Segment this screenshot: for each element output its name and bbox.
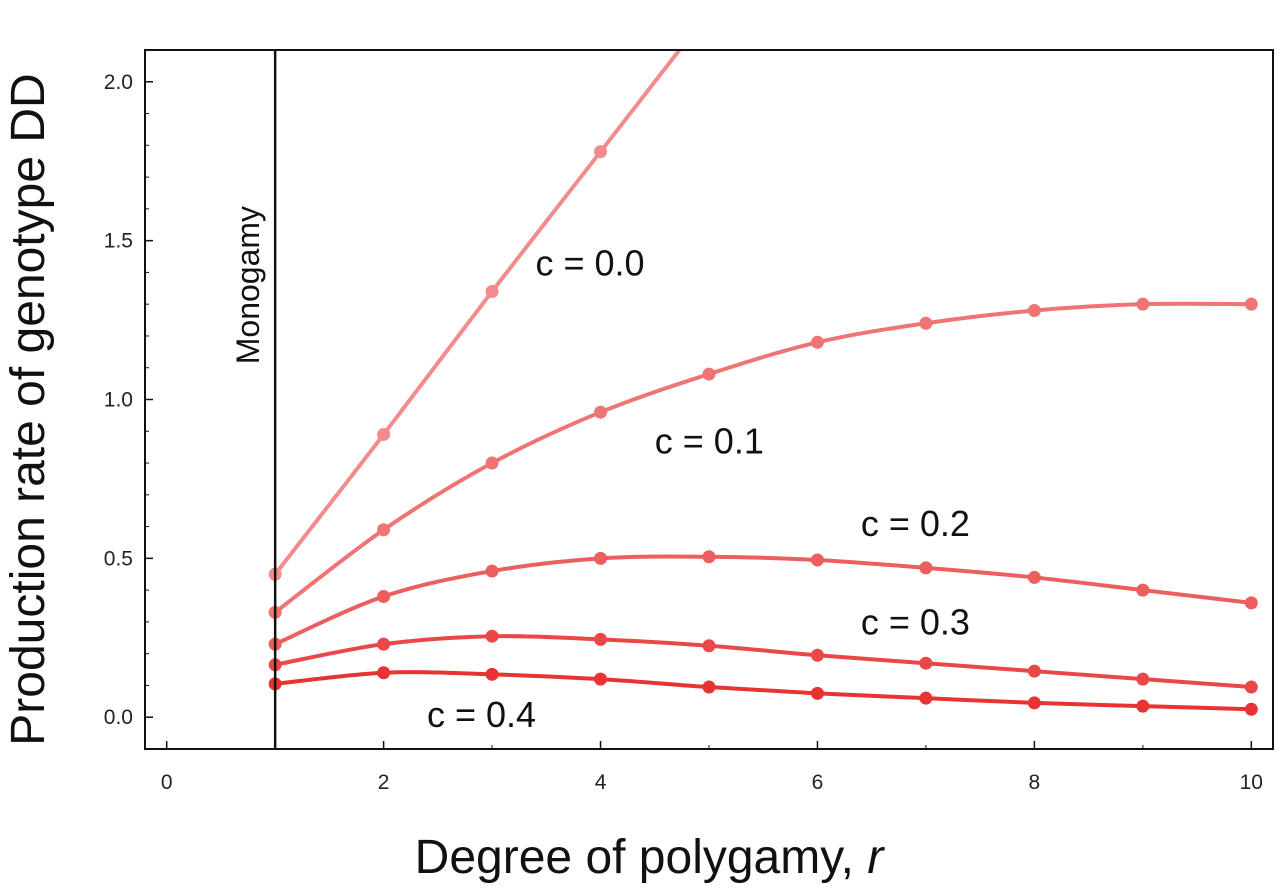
y-tick-label: 0.5 [104, 547, 133, 570]
data-point [1136, 699, 1150, 713]
data-point [594, 672, 608, 686]
y-axis: 0.0 0.5 1.0 1.5 2.0 [104, 71, 153, 729]
series-c-0-0 [268, 50, 682, 581]
data-point [485, 667, 499, 681]
x-tick-label: 2 [378, 771, 390, 794]
data-point [1027, 664, 1041, 678]
series-annotation: c = 0.2 [861, 503, 970, 544]
x-tick-label: 10 [1240, 771, 1263, 794]
x-axis: 0 2 4 6 8 10 [161, 741, 1263, 794]
series-annotation: c = 0.3 [861, 602, 970, 643]
data-point [1136, 297, 1150, 311]
data-point [1244, 596, 1258, 610]
x-tick-label: 4 [595, 771, 607, 794]
data-point [377, 637, 391, 651]
series-line [273, 301, 1254, 615]
x-tick-label: 0 [161, 771, 173, 794]
series-line [273, 634, 1254, 690]
x-tick-label: 8 [1029, 771, 1041, 794]
data-point [377, 427, 391, 441]
data-point [919, 656, 933, 670]
data-point [1136, 583, 1150, 597]
data-point [810, 686, 824, 700]
series-line [273, 554, 1254, 647]
data-point [485, 284, 499, 298]
y-tick-label: 0.0 [104, 706, 133, 729]
series-c-0-3 [268, 629, 1258, 694]
data-point [485, 564, 499, 578]
reference-layer: Monogamy [230, 50, 277, 749]
data-point [485, 629, 499, 643]
y-tick-label: 1.0 [104, 389, 133, 412]
data-point [594, 145, 608, 159]
series-line [273, 50, 682, 577]
series-layer [268, 50, 1258, 716]
series-c-0-2 [268, 550, 1258, 651]
data-point [702, 639, 716, 653]
x-axis-title-text: Degree of polygamy, [415, 831, 868, 884]
y-tick-label: 1.5 [104, 230, 133, 253]
annotation-layer: c = 0.0 c = 0.1 c = 0.2 c = 0.3 c = 0.4 [427, 243, 970, 735]
series-c-0-4 [268, 666, 1258, 716]
data-point [1244, 702, 1258, 716]
data-point [702, 367, 716, 381]
data-point [919, 561, 933, 575]
series-annotation: c = 0.4 [427, 694, 536, 735]
y-tick-label: 2.0 [104, 71, 133, 94]
data-point [377, 589, 391, 603]
data-point [594, 632, 608, 646]
monogamy-label: Monogamy [230, 206, 266, 364]
data-point [1244, 297, 1258, 311]
data-point [485, 456, 499, 470]
data-point [810, 648, 824, 662]
series-annotation: c = 0.1 [655, 421, 764, 462]
data-point [810, 553, 824, 567]
x-axis-title-variable: r [867, 831, 885, 884]
data-point [810, 335, 824, 349]
series-annotation: c = 0.0 [535, 243, 644, 284]
data-point [919, 316, 933, 330]
series-line [273, 670, 1254, 712]
data-point [1027, 570, 1041, 584]
data-point [377, 523, 391, 537]
data-point [702, 550, 716, 564]
data-point [919, 691, 933, 705]
y-axis-title: Production rate of genotype DD [2, 73, 55, 745]
x-axis-title: Degree of polygamy, r [415, 831, 886, 884]
data-point [1027, 304, 1041, 318]
x-tick-label: 6 [812, 771, 824, 794]
series-c-0-1 [268, 297, 1258, 619]
data-point [1244, 680, 1258, 694]
data-point [594, 405, 608, 419]
data-point [1136, 672, 1150, 686]
data-point [702, 680, 716, 694]
data-point [377, 666, 391, 680]
data-point [1027, 696, 1041, 710]
data-point [594, 551, 608, 565]
